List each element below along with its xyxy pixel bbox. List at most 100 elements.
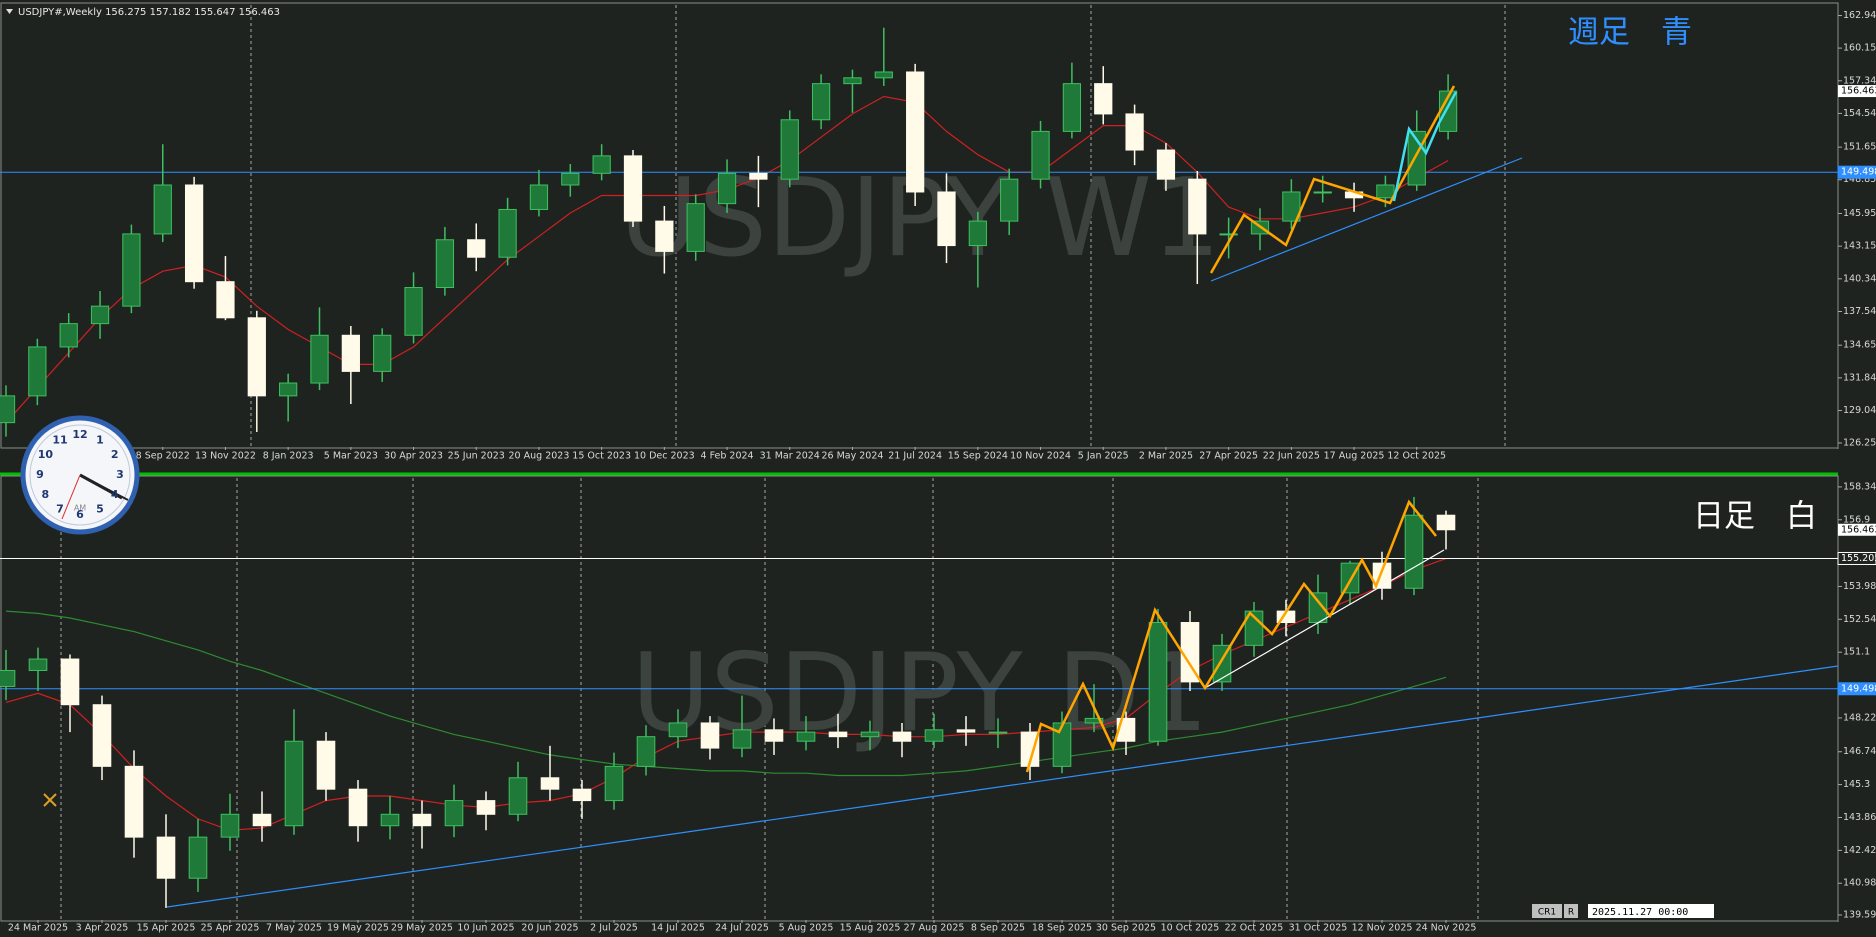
x-tick-label: 10 Nov 2024 bbox=[1010, 451, 1071, 462]
candle-body bbox=[412, 813, 432, 827]
annotation: 日足 白 bbox=[1693, 499, 1817, 535]
clock-number: 4 bbox=[111, 488, 119, 501]
x-tick-label: 5 Jan 2025 bbox=[1078, 451, 1129, 462]
candle-body bbox=[1282, 191, 1301, 222]
x-tick-label: 27 Apr 2025 bbox=[1199, 451, 1258, 462]
status-time: 2025.11.27 00:00 bbox=[1592, 907, 1688, 918]
zigzag bbox=[1392, 91, 1458, 202]
chart-header: USDJPY#,Weekly 156.275 157.182 155.647 1… bbox=[18, 7, 280, 18]
clock-number: 6 bbox=[76, 508, 84, 521]
candle-body bbox=[561, 172, 580, 186]
candle-body bbox=[1188, 178, 1207, 235]
clock-number: 5 bbox=[96, 503, 104, 516]
candle-body bbox=[1094, 83, 1113, 115]
candle-body bbox=[540, 777, 560, 790]
y-tick-label: 129.04 bbox=[1843, 405, 1876, 416]
candle-body bbox=[92, 704, 112, 767]
candle-body bbox=[796, 731, 816, 742]
status-r: R bbox=[1568, 908, 1574, 918]
candle-body bbox=[1156, 149, 1176, 180]
y-tick-label: 153.98 bbox=[1843, 581, 1876, 592]
y-tick-label: 145.955 bbox=[1843, 208, 1876, 219]
candle-body bbox=[732, 729, 752, 749]
candle-body bbox=[59, 323, 78, 348]
x-tick-label: 8 Sep 2025 bbox=[971, 923, 1025, 934]
candle-body bbox=[435, 239, 455, 289]
price-tag-label: 149.498 bbox=[1841, 683, 1876, 694]
candle-body bbox=[1125, 113, 1144, 151]
chart-panel: USDJPY D1 日足 白 158.34 156.9 153.98 152.54 151.… bbox=[0, 476, 1876, 934]
x-tick-label: 21 Jul 2024 bbox=[888, 451, 942, 462]
x-tick-label: 18 Sep 2025 bbox=[1032, 923, 1092, 934]
candle-body bbox=[0, 669, 16, 687]
candle-body bbox=[252, 813, 272, 827]
candle-body bbox=[1148, 622, 1168, 742]
candle-body bbox=[467, 239, 486, 258]
x-tick-label: 4 Feb 2024 bbox=[701, 451, 754, 462]
clock-hand bbox=[79, 474, 129, 501]
x-tick-label: 31 Oct 2025 bbox=[1289, 923, 1348, 934]
candle-body bbox=[1020, 731, 1040, 767]
candle-body bbox=[156, 836, 176, 879]
candle-body bbox=[529, 184, 549, 210]
watermark: USDJPY D1 bbox=[631, 631, 1209, 756]
candle-body bbox=[860, 731, 880, 738]
candle-body bbox=[636, 736, 656, 767]
x-tick-label: 31 Mar 2024 bbox=[760, 451, 820, 462]
y-tick-label: 148.22 bbox=[1843, 712, 1876, 723]
x-tick-label: 30 Apr 2023 bbox=[384, 451, 443, 462]
x-tick-label: 22 Jun 2025 bbox=[1263, 451, 1320, 462]
candle-body bbox=[780, 119, 799, 180]
y-tick-label: 162.945 bbox=[1843, 10, 1876, 21]
clock-number: 7 bbox=[56, 503, 64, 516]
y-tick-label: 152.54 bbox=[1843, 614, 1876, 625]
x-tick-label: 26 May 2024 bbox=[821, 451, 883, 462]
candle-body bbox=[279, 382, 298, 397]
candle-body bbox=[764, 729, 784, 742]
trendline bbox=[166, 665, 1839, 908]
y-tick-label: 139.59 bbox=[1843, 909, 1876, 920]
y-tick-label: 143.86 bbox=[1843, 812, 1876, 823]
y-tick-label: 157.345 bbox=[1843, 75, 1876, 86]
candle-body bbox=[220, 813, 240, 838]
y-tick-label: 126.255 bbox=[1843, 437, 1876, 448]
x-tick-label: 25 Jun 2023 bbox=[448, 451, 505, 462]
price-tag-label: 149.498 bbox=[1841, 167, 1876, 178]
clock-number: 3 bbox=[116, 468, 124, 481]
candle-body bbox=[444, 800, 464, 827]
candle-body bbox=[216, 281, 235, 319]
x-tick-label: 8 Jan 2023 bbox=[263, 451, 314, 462]
x-tick-label: 22 Oct 2025 bbox=[1225, 923, 1284, 934]
candle-body bbox=[1436, 514, 1456, 531]
candle-body bbox=[988, 731, 1008, 734]
candle-body bbox=[508, 777, 528, 815]
x-tick-label: 27 Aug 2025 bbox=[904, 923, 965, 934]
candle-body bbox=[700, 722, 720, 749]
x-tick-label: 30 Sep 2025 bbox=[1096, 923, 1156, 934]
candle-body bbox=[28, 346, 47, 397]
candle-body bbox=[1340, 562, 1360, 594]
candle-body bbox=[811, 83, 831, 121]
x-tick-label: 20 Jun 2025 bbox=[521, 923, 578, 934]
candle-body bbox=[316, 740, 336, 790]
candle-body bbox=[1219, 233, 1238, 236]
y-tick-label: 158.34 bbox=[1843, 481, 1876, 492]
candle-body bbox=[188, 836, 208, 879]
y-tick-label: 154.545 bbox=[1843, 108, 1876, 119]
trendline bbox=[1204, 549, 1445, 689]
candle-body bbox=[28, 658, 48, 671]
y-tick-label: 140.345 bbox=[1843, 273, 1876, 284]
candle-body bbox=[0, 395, 16, 424]
clock-hand bbox=[61, 474, 81, 520]
drawings bbox=[43, 85, 1839, 908]
x-tick-label: 10 Jun 2025 bbox=[457, 923, 514, 934]
clock-number: 12 bbox=[72, 428, 87, 441]
x-tick-label: 3 Apr 2025 bbox=[76, 923, 129, 934]
x-tick-label: 10 Dec 2023 bbox=[634, 451, 695, 462]
x-tick-label: 15 Oct 2023 bbox=[572, 451, 631, 462]
x-tick-label: 24 Nov 2025 bbox=[1416, 923, 1477, 934]
candle-body bbox=[956, 729, 976, 733]
